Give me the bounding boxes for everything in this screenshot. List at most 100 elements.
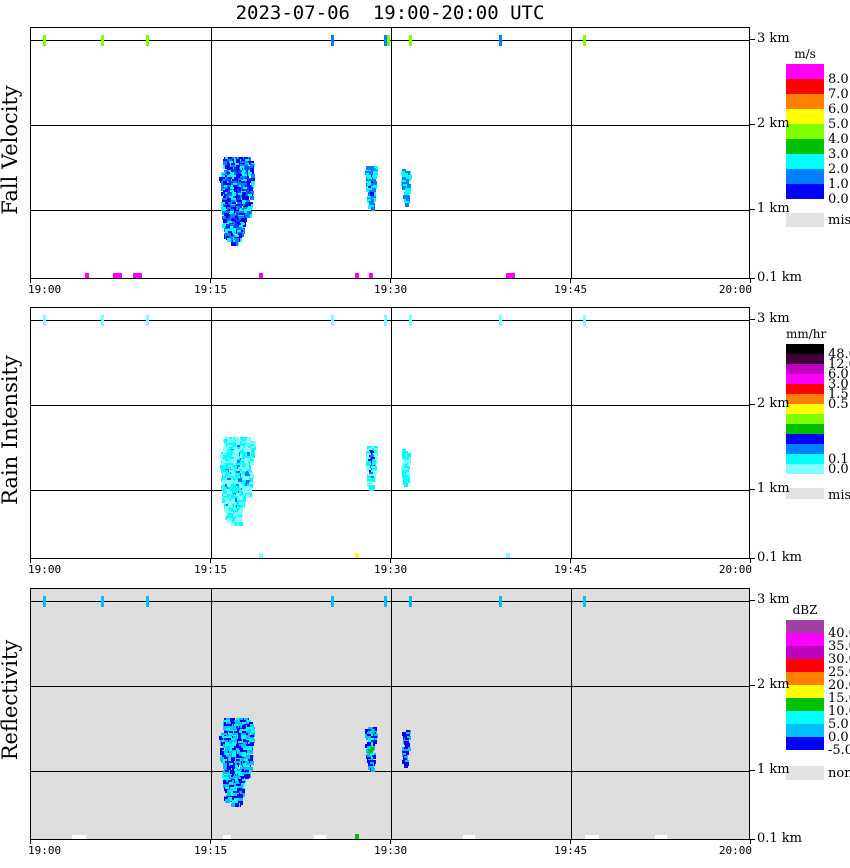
- echo-cell: [252, 441, 256, 445]
- gridline-vertical: [571, 589, 572, 839]
- echo-cell-3km: [499, 596, 502, 607]
- panel-rain-intensity-ylabel: Rain Intensity: [0, 355, 22, 505]
- y-axis-tick: [750, 489, 755, 490]
- echo-cell: [402, 470, 406, 474]
- echo-cell: [234, 177, 238, 181]
- echo-cell-3km: [331, 35, 334, 46]
- echo-cell: [228, 797, 232, 801]
- echo-cell: [248, 493, 252, 497]
- echo-cell: [229, 790, 233, 794]
- x-axis-tick: [570, 279, 571, 283]
- echo-cell: [234, 198, 238, 202]
- colorbar-swatch: [786, 364, 824, 374]
- echo-cell: [407, 747, 411, 751]
- echo-cell: [236, 493, 240, 497]
- echo-cell-3km: [146, 315, 149, 326]
- echo-cell-surface: [506, 553, 510, 558]
- echo-cell: [222, 499, 226, 503]
- echo-cell: [233, 761, 237, 765]
- x-axis-tick: [390, 279, 391, 283]
- echo-cell: [248, 484, 252, 488]
- colorbar-tick-label: 15.0: [828, 691, 850, 706]
- colorbar-tick-label: 0.0: [828, 462, 849, 477]
- echo-cell: [240, 233, 244, 237]
- colorbar-tick-label: 5.0: [828, 117, 849, 132]
- echo-cell: [232, 207, 236, 211]
- echo-cell: [406, 479, 410, 483]
- y-axis-tick-label: 1 km: [757, 762, 790, 777]
- colorbar-tick-label: 0.0: [828, 192, 849, 207]
- echo-cell: [242, 170, 246, 174]
- echo-cell: [374, 459, 378, 463]
- echo-cell: [372, 474, 376, 478]
- x-axis-tick: [570, 559, 571, 563]
- echo-cell-3km: [43, 315, 46, 326]
- echo-cell-3km: [331, 315, 334, 326]
- echo-cell: [404, 764, 408, 768]
- gridline-1km: [31, 490, 749, 491]
- echo-cell: [372, 459, 376, 463]
- echo-cell: [371, 768, 375, 772]
- echo-cell: [246, 452, 250, 456]
- x-axis-tick: [390, 840, 391, 844]
- echo-cell-3km: [583, 596, 586, 607]
- echo-cell: [227, 459, 231, 463]
- echo-cell: [249, 478, 253, 482]
- echo-cell-3km: [499, 315, 502, 326]
- echo-cell: [220, 454, 224, 458]
- y-axis-tick: [750, 124, 755, 125]
- echo-cell-3km: [101, 315, 104, 326]
- y-axis-tick-label: 0.1 km: [757, 550, 803, 565]
- y-axis-tick-label: 2 km: [757, 396, 790, 411]
- echo-cell-surface: [133, 273, 142, 278]
- x-axis-tick-label: 19:15: [194, 563, 228, 576]
- echo-cell-3km: [409, 315, 412, 326]
- echo-cell-3km: [331, 596, 334, 607]
- panel-fall-velocity-plot[interactable]: [30, 27, 750, 279]
- colorbar-swatch: [786, 620, 824, 633]
- echo-cell: [225, 489, 229, 493]
- echo-cell: [370, 747, 374, 751]
- no-data-patch: [585, 835, 599, 839]
- panel-rain-intensity-plot[interactable]: [30, 307, 750, 559]
- echo-cell: [245, 196, 249, 200]
- echo-cell: [220, 751, 224, 755]
- echo-cell: [369, 742, 373, 746]
- echo-cell: [231, 522, 235, 526]
- echo-cell-3km: [101, 35, 104, 46]
- panel-reflectivity-ylabel: Reflectivity: [0, 639, 22, 761]
- echo-cell: [403, 477, 407, 481]
- echo-cell: [238, 204, 242, 208]
- echo-cell: [232, 465, 236, 469]
- echo-cell: [246, 755, 250, 759]
- echo-cell: [367, 183, 371, 187]
- colorbar-tick-label: 0.0: [828, 730, 849, 745]
- colorbar-swatch: [786, 124, 824, 139]
- colorbar-tick-label: 4.0: [828, 132, 849, 147]
- echo-cell: [229, 508, 233, 512]
- gridline-vertical: [211, 589, 212, 839]
- echo-cell: [233, 736, 237, 740]
- echo-cell: [242, 192, 246, 196]
- panel-fall-velocity-ylabel: Fall Velocity: [0, 85, 22, 215]
- gridline-2km: [31, 405, 749, 406]
- y-axis-tick-label: 0.1 km: [757, 270, 803, 285]
- echo-cell: [373, 181, 377, 185]
- colorbar-swatch: [786, 154, 824, 169]
- x-axis-tick: [390, 559, 391, 563]
- echo-cell: [220, 465, 224, 469]
- panel-reflectivity-plot[interactable]: [30, 588, 750, 840]
- colorbar-missing-label: miss: [828, 488, 850, 503]
- x-axis-tick: [570, 840, 571, 844]
- colorbar-tick-label: 30.0: [828, 652, 850, 667]
- y-axis-tick-label: 2 km: [757, 116, 790, 131]
- colorbar-swatch: [786, 404, 824, 414]
- colorbar-swatch: [786, 464, 824, 474]
- colorbar-swatch: [786, 685, 824, 698]
- echo-cell: [248, 448, 252, 452]
- echo-cell: [403, 195, 407, 199]
- x-axis-tick-label: 19:00: [28, 283, 62, 296]
- echo-cell: [251, 448, 255, 452]
- colorbar-swatch: [786, 424, 824, 434]
- no-data-patch: [655, 835, 667, 839]
